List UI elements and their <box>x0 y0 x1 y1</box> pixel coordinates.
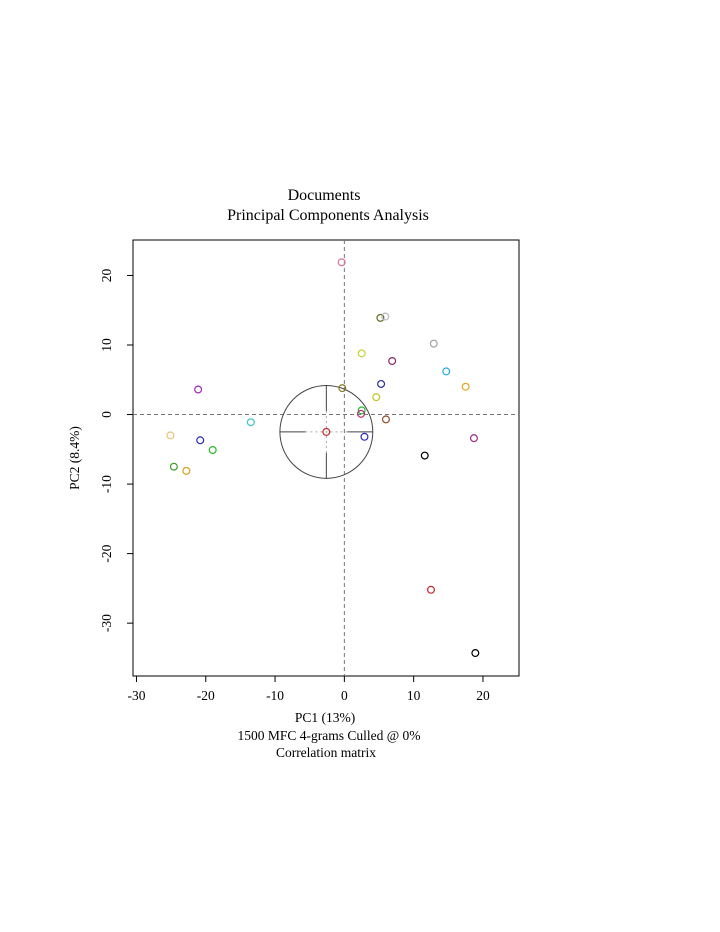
data-point <box>169 462 178 471</box>
data-point <box>338 384 347 393</box>
data-point <box>381 415 390 424</box>
data-point <box>337 258 346 267</box>
y-tick-label: -10 <box>99 475 114 493</box>
caption-line-2: Correlation matrix <box>276 745 376 760</box>
x-tick-label: 10 <box>407 688 421 703</box>
x-tick-label: -20 <box>197 688 215 703</box>
y-tick-label: 10 <box>99 338 114 352</box>
data-point <box>182 466 191 475</box>
data-point <box>377 379 386 388</box>
centroid-marker <box>279 384 374 479</box>
x-axis: -30 -20 -10 0 10 20 <box>127 676 490 703</box>
data-point <box>442 367 451 376</box>
y-tick-label: -20 <box>99 544 114 562</box>
data-point <box>388 356 397 365</box>
y-tick-label: 20 <box>99 268 114 282</box>
data-point <box>426 585 435 594</box>
data-point <box>356 409 365 418</box>
data-point <box>381 312 390 321</box>
data-point <box>322 427 331 436</box>
x-tick-label: -10 <box>266 688 284 703</box>
data-points <box>166 258 480 658</box>
data-point <box>194 385 203 394</box>
data-point <box>429 339 438 348</box>
x-tick-label: 20 <box>476 688 490 703</box>
data-point <box>420 451 429 460</box>
data-point <box>461 382 470 391</box>
y-axis-label: PC2 (8.4%) <box>67 426 82 490</box>
data-point <box>376 313 385 322</box>
data-point <box>360 432 369 441</box>
chart-title: Documents <box>288 187 361 204</box>
data-point <box>357 406 366 415</box>
y-tick-label: 0 <box>99 411 114 418</box>
caption-line-1: 1500 MFC 4-grams Culled @ 0% <box>237 728 420 743</box>
x-tick-label: 0 <box>341 688 348 703</box>
data-point <box>471 649 480 658</box>
x-axis-label: PC1 (13%) <box>295 710 355 725</box>
x-tick-label: -30 <box>127 688 145 703</box>
data-point <box>357 349 366 358</box>
data-point <box>469 434 478 443</box>
data-point <box>372 393 381 402</box>
data-point <box>196 436 205 445</box>
y-tick-label: -30 <box>99 614 114 632</box>
data-point <box>208 446 217 455</box>
data-point <box>166 431 175 440</box>
chart-subtitle: Principal Components Analysis <box>227 207 429 224</box>
plot-frame <box>132 239 520 677</box>
data-point <box>246 418 255 427</box>
y-axis: 20 10 0 -10 -20 -30 <box>99 268 133 632</box>
reference-lines <box>133 240 519 676</box>
